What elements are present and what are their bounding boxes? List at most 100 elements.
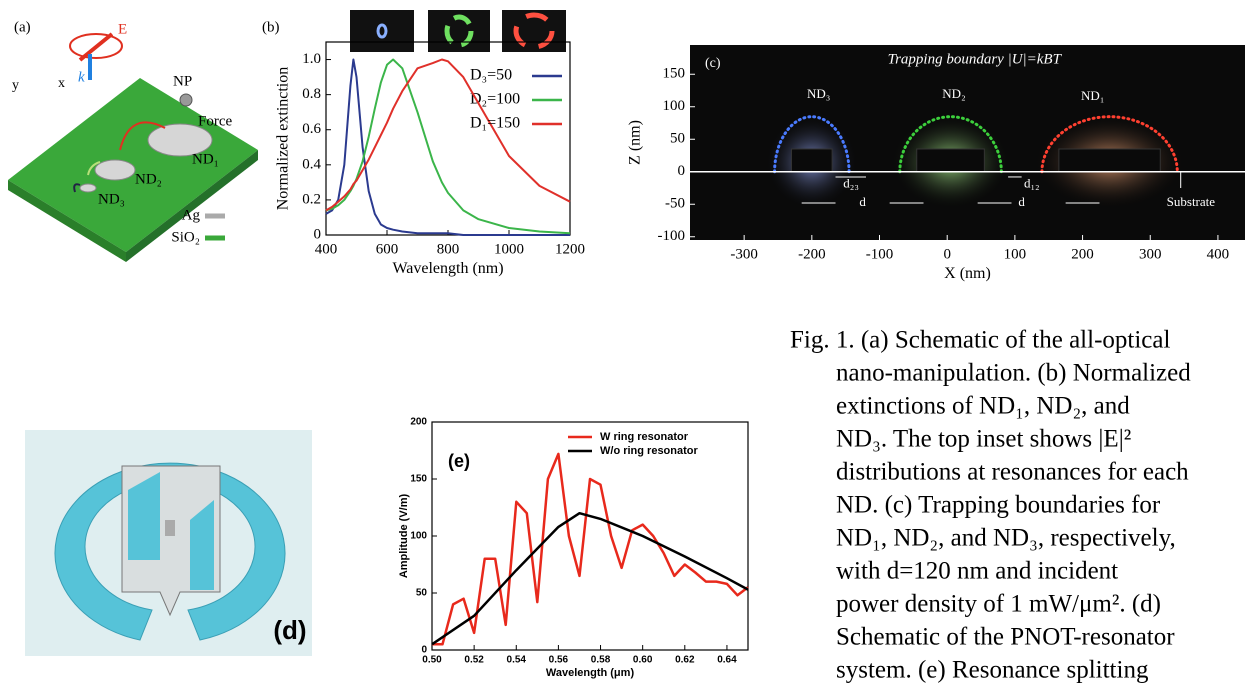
y-axis-label: Amplitude (V/m): [398, 494, 410, 579]
label: NP: [173, 73, 192, 89]
annotation: d₂₃: [843, 176, 859, 191]
caption-line: extinctions of ND₁, ND₂, and: [836, 393, 1130, 420]
caption-line: ND. (c) Trapping boundaries for: [836, 492, 1161, 519]
label: y: [12, 78, 19, 93]
annotation: d: [1018, 194, 1025, 209]
chart: 0.50 0.52 0.54 0.56 0.58 0.60 0.62 0.64 0 50 100 15…: [398, 417, 749, 679]
inset-field: [376, 23, 388, 39]
nanodisk: [791, 148, 833, 173]
inset-field: [513, 12, 555, 50]
x-tick-label: 0.56: [549, 655, 569, 666]
x-tick-label: 0.64: [717, 655, 737, 666]
y-tick-label: 150: [663, 66, 686, 82]
label: k: [78, 69, 85, 85]
x-tick-label: 400: [315, 241, 338, 257]
inset: [350, 10, 414, 52]
series-line: [325, 58, 571, 235]
legend-label: W/o ring resonator: [600, 445, 699, 457]
x-tick-label: 0.58: [591, 655, 611, 666]
x-tick-label: -300: [730, 246, 758, 262]
caption-line: Schematic of the PNOT-resonator: [836, 624, 1175, 651]
x-tick-label: 0.52: [464, 655, 484, 666]
x-tick-label: 400: [1207, 246, 1230, 262]
legend-label: D₁=150: [470, 115, 520, 132]
label: Force: [198, 113, 232, 129]
nanoparticle: [179, 93, 193, 107]
particle: [165, 520, 175, 536]
substrate-side: [126, 150, 258, 262]
legend-label: D₂=100: [470, 91, 520, 108]
y-tick-label: 0.8: [302, 86, 321, 102]
annotation: Substrate: [1167, 194, 1216, 209]
x-tick-label: 0.62: [675, 655, 695, 666]
trapping-boundary: [1040, 115, 1179, 174]
path-arrow: [87, 161, 101, 176]
plot-frame: [431, 421, 749, 651]
x-axis-label: Wavelength (nm): [392, 260, 503, 277]
x-tick-label: 600: [376, 241, 399, 257]
y-tick-label: 0: [421, 645, 427, 656]
label: Ag: [182, 207, 201, 223]
label: x: [58, 76, 65, 91]
trapping-boundary: [898, 115, 1003, 174]
panel-label: (e): [448, 451, 470, 471]
disk: [79, 183, 97, 193]
caption-line: system. (e) Resonance splitting: [836, 657, 1149, 684]
y-tick-label: 1.0: [302, 51, 321, 67]
ring: [54, 462, 286, 641]
label: ND₁: [192, 151, 219, 167]
y-axis-label: Normalized extinction: [275, 67, 292, 211]
series-line: [325, 58, 571, 212]
caption-line: with d=120 nm and incident: [836, 558, 1118, 585]
y-tick-label: -50: [665, 196, 685, 212]
annotation: ND₁: [1081, 88, 1104, 103]
label: ND₃: [98, 191, 125, 207]
series-line: [432, 452, 749, 646]
panel-label: (c): [705, 56, 721, 71]
x-tick-label: 300: [1139, 246, 1162, 262]
annotation: ND₃: [807, 86, 830, 101]
x-tick-label: 0.54: [507, 655, 527, 666]
y-tick-label: 0: [678, 163, 686, 179]
caption-line: power density of 1 mW/μm². (d): [836, 591, 1161, 618]
panel-label: (a): [14, 19, 31, 35]
y-tick-label: 50: [670, 131, 685, 147]
e-arrow: [78, 32, 114, 62]
series-line: [431, 511, 749, 646]
label: E: [118, 21, 127, 37]
panel-label: (d): [273, 615, 306, 645]
y-tick-label: 100: [663, 98, 686, 114]
disk: [147, 123, 213, 157]
annotation: ND₂: [942, 86, 965, 101]
panel-a: (a) E k y x NP Force ND₁ ND₂ ND₃ Ag SiO₂: [8, 19, 258, 262]
path-arrow: [119, 121, 166, 151]
inset-field: [444, 14, 474, 48]
x-tick-label: -200: [798, 246, 826, 262]
waveguide: [128, 472, 160, 560]
y-tick-label: 0.4: [302, 156, 321, 172]
caption: Fig. 1. (a) Schematic of the all-optical…: [790, 327, 1191, 684]
y-tick-label: 150: [410, 474, 427, 485]
caption-line: Fig. 1. (a) Schematic of the all-optical: [790, 327, 1170, 354]
x-tick-label: 1200: [555, 241, 585, 257]
polarization: [69, 33, 123, 59]
series-line: [325, 58, 570, 236]
waveguide: [190, 500, 214, 590]
chart: 400 600 800 1000 1200 0 0.2 0.4 0.6 0.8 1.0 Wavelen…: [262, 19, 585, 277]
caption-line: ND₁, ND₂, and ND₃, respectively,: [836, 525, 1176, 552]
panel-d: (d): [25, 430, 312, 656]
legend-label: D₃=50: [470, 67, 512, 84]
legend-label: W ring resonator: [600, 431, 689, 443]
x-tick-label: 1000: [494, 241, 524, 257]
y-tick-label: 200: [410, 417, 427, 428]
label: ND₂: [135, 171, 162, 187]
x-tick-label: 200: [1071, 246, 1094, 262]
annotation: d₁₂: [1024, 176, 1040, 191]
caption-line: ND₃. The top inset shows |E|²: [836, 426, 1131, 453]
nanodisk: [1058, 148, 1161, 173]
nanodisk: [916, 148, 985, 173]
y-tick-label: 0.6: [302, 121, 321, 137]
x-tick-label: 100: [1004, 246, 1027, 262]
disk: [94, 159, 136, 181]
